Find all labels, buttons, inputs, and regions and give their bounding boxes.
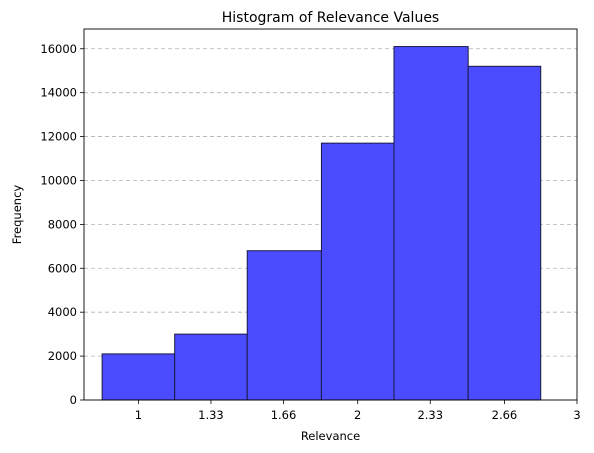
y-axis-label: Frequency [10, 185, 24, 245]
y-ticks: 0 2000 4000 6000 8000 10000 12000 14000 16000 [40, 42, 84, 407]
y-tick-label: 16000 [40, 42, 77, 56]
chart-title: Histogram of Relevance Values [222, 10, 439, 26]
bars [101, 46, 542, 401]
y-tick-label: 14000 [40, 86, 77, 100]
x-tick-label: 2 [354, 408, 361, 422]
x-axis-label: Relevance [301, 429, 360, 443]
histogram-bar [467, 65, 542, 401]
y-tick-label: 12000 [40, 130, 77, 144]
histogram-bar [101, 353, 176, 401]
y-tick-label: 2000 [48, 349, 77, 363]
y-tick-label: 8000 [48, 217, 77, 231]
histogram-bar [393, 46, 469, 401]
y-tick-label: 0 [70, 393, 77, 407]
x-tick-label: 1.66 [271, 408, 297, 422]
histogram-bar [246, 250, 322, 401]
y-tick-label: 6000 [48, 261, 77, 275]
y-tick-label: 10000 [40, 173, 77, 187]
x-tick-label: 1 [135, 408, 142, 422]
histogram-bar [174, 333, 248, 401]
plot-frame [83, 28, 578, 401]
x-tick-label: 1.33 [198, 408, 224, 422]
x-tick-label: 2.33 [417, 408, 443, 422]
axes [83, 28, 578, 401]
x-tick-label: 3 [573, 408, 580, 422]
x-tick-label: 2.66 [492, 408, 518, 422]
y-tick-label: 4000 [48, 305, 77, 319]
histogram-bar [320, 142, 395, 401]
x-ticks: 1 1.33 1.66 2 2.33 2.66 3 [135, 400, 581, 422]
